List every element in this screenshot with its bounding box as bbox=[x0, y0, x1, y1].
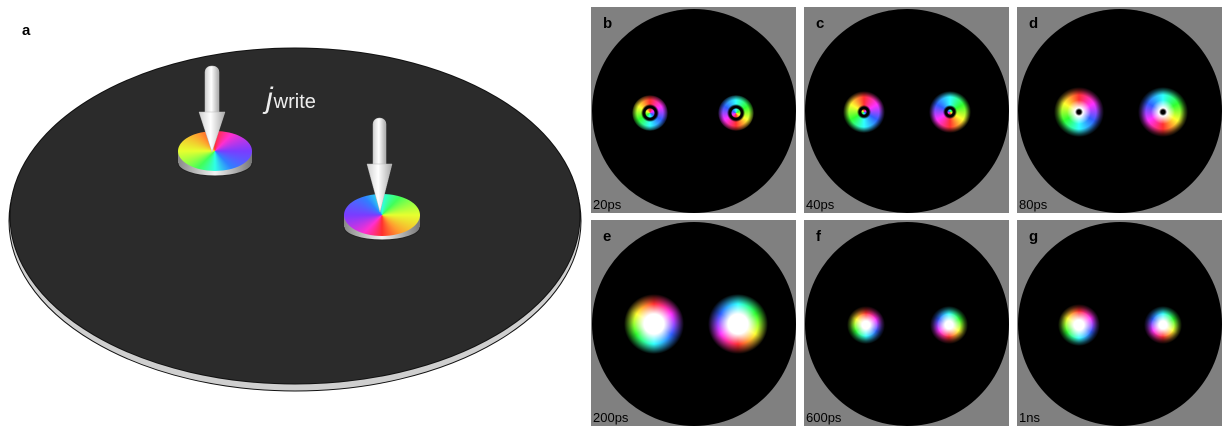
panel-f-time: 600ps bbox=[806, 410, 842, 425]
panel-c: c 40ps bbox=[804, 7, 1009, 213]
vortex-core-left bbox=[1054, 87, 1104, 137]
panel-g: g 1ns bbox=[1017, 220, 1222, 426]
vortex-pillar-1 bbox=[177, 131, 253, 177]
panel-f: f 600ps bbox=[804, 220, 1009, 426]
current-arrow-1 bbox=[198, 65, 226, 153]
current-symbol: j bbox=[266, 82, 273, 115]
panel-e-label: e bbox=[603, 228, 612, 245]
vortex-core-right bbox=[929, 91, 971, 133]
panel-e-time: 200ps bbox=[593, 410, 629, 425]
vortex-core-right bbox=[708, 294, 768, 354]
simulation-disk bbox=[592, 9, 796, 213]
vortex-core-left bbox=[632, 95, 668, 131]
vortex-core-left bbox=[843, 91, 885, 133]
panel-c-time: 40ps bbox=[806, 197, 835, 212]
current-arrow-2 bbox=[366, 117, 393, 213]
current-subscript: write bbox=[273, 91, 316, 113]
simulation-disk bbox=[805, 222, 1009, 426]
vortex-core-left bbox=[1058, 304, 1100, 346]
simulation-disk bbox=[592, 222, 796, 426]
current-label: jwrite bbox=[266, 84, 316, 114]
panel-b: b 20ps bbox=[591, 7, 796, 213]
vortex-core-left bbox=[624, 294, 684, 354]
panel-e: e 200ps bbox=[591, 220, 796, 426]
vortex-core-right bbox=[930, 306, 968, 344]
vortex-core-left bbox=[847, 306, 885, 344]
simulation-disk bbox=[1018, 9, 1222, 213]
panel-d-time: 80ps bbox=[1019, 197, 1048, 212]
vortex-core-right bbox=[718, 95, 754, 131]
disk-schematic bbox=[8, 47, 582, 392]
panel-f-label: f bbox=[816, 228, 821, 245]
panel-g-time: 1ns bbox=[1019, 410, 1040, 425]
panel-b-time: 20ps bbox=[593, 197, 622, 212]
simulation-disk bbox=[1018, 222, 1222, 426]
panel-a: a jwrite bbox=[0, 0, 585, 429]
panel-c-label: c bbox=[816, 15, 825, 32]
panel-a-label: a bbox=[22, 22, 31, 39]
panel-g-label: g bbox=[1029, 228, 1039, 245]
magnetic-disk bbox=[9, 47, 581, 385]
simulation-grid: b 20ps c 40ps d 80ps e 200ps f 600ps bbox=[591, 7, 1223, 427]
vortex-core-right bbox=[1144, 306, 1182, 344]
simulation-disk bbox=[805, 9, 1009, 213]
panel-d: d 80ps bbox=[1017, 7, 1222, 213]
panel-b-label: b bbox=[603, 15, 613, 32]
vortex-core-right bbox=[1138, 87, 1188, 137]
panel-d-label: d bbox=[1029, 15, 1039, 32]
